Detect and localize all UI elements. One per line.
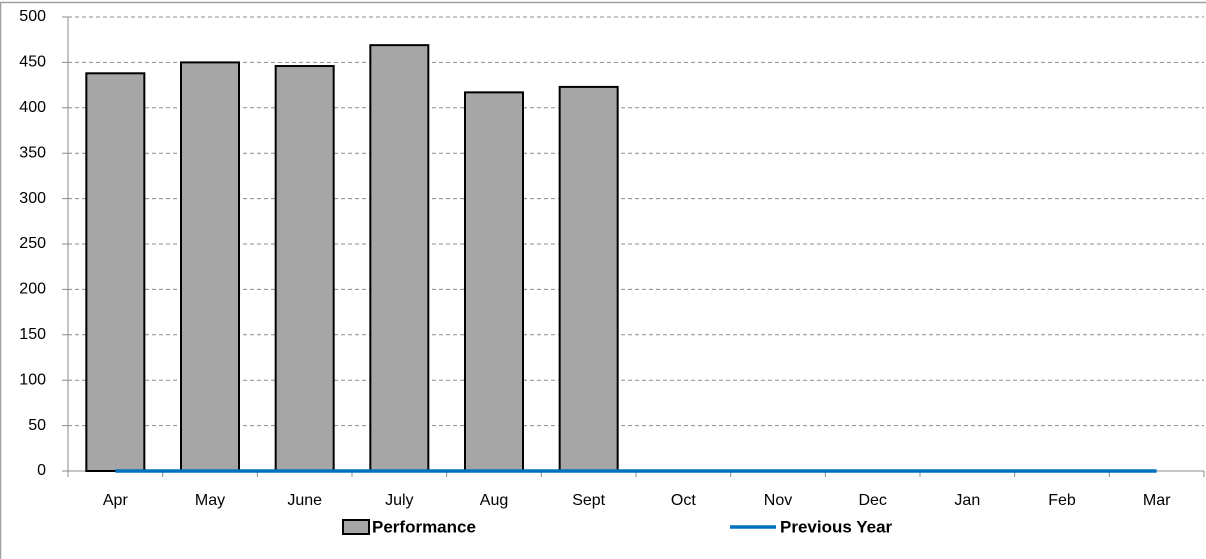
- y-tick-label: 350: [19, 144, 46, 161]
- y-tick-label: 500: [19, 8, 46, 25]
- bar: [558, 85, 619, 473]
- bar: [464, 91, 524, 472]
- y-tick-label: 400: [19, 99, 46, 116]
- x-tick-label: July: [385, 492, 413, 509]
- y-tick-label: 200: [19, 281, 46, 298]
- y-tick-label: 250: [19, 235, 46, 252]
- y-tick-label: 300: [19, 190, 46, 207]
- x-tick-label: June: [287, 492, 322, 509]
- y-tick-label: 50: [28, 417, 46, 434]
- y-tick-label: 100: [19, 371, 46, 388]
- bar: [85, 72, 146, 473]
- legend-label: Previous Year: [780, 517, 893, 536]
- x-tick-label: Dec: [858, 492, 886, 509]
- legend-swatch: [342, 519, 370, 535]
- bar: [274, 65, 335, 472]
- x-tick-label: May: [195, 492, 225, 509]
- bar: [180, 61, 240, 473]
- y-tick-label: 150: [19, 326, 46, 343]
- legend-label: Performance: [372, 517, 476, 536]
- y-tick-label: 450: [19, 54, 46, 71]
- x-tick-label: Oct: [671, 492, 696, 509]
- x-tick-label: Feb: [1048, 492, 1076, 509]
- x-tick-label: Apr: [103, 492, 129, 509]
- x-tick-label: Jan: [954, 492, 980, 509]
- y-tick-label: 0: [37, 462, 46, 479]
- x-tick-label: Sept: [572, 492, 605, 509]
- x-tick-label: Aug: [480, 492, 508, 509]
- x-tick-label: Nov: [764, 492, 792, 509]
- x-tick-label: Mar: [1143, 492, 1171, 509]
- bar: [369, 44, 430, 472]
